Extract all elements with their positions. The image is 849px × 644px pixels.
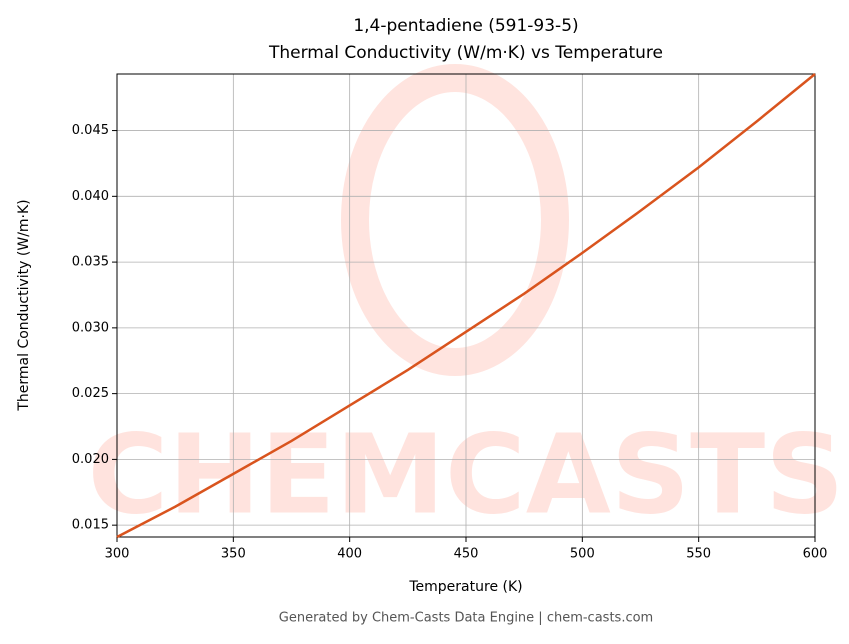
- x-axis-label: Temperature (K): [408, 579, 522, 595]
- y-axis-label: Thermal Conductivity (W/m·K): [16, 199, 32, 411]
- x-tick-label: 450: [454, 547, 479, 562]
- y-tick-label: 0.040: [72, 189, 109, 204]
- x-tick-label: 350: [221, 547, 246, 562]
- x-tick-label: 550: [686, 547, 711, 562]
- y-tick-label: 0.045: [72, 123, 109, 138]
- x-tick-label: 400: [337, 547, 362, 562]
- y-tick-label: 0.020: [72, 452, 109, 467]
- x-tick-label: 300: [105, 547, 130, 562]
- y-tick-label: 0.030: [72, 320, 109, 335]
- chart-subtitle: Thermal Conductivity (W/m·K) vs Temperat…: [268, 43, 663, 63]
- chart-title: 1,4-pentadiene (591-93-5): [353, 16, 578, 36]
- y-tick-label: 0.015: [72, 518, 109, 533]
- y-tick-label: 0.035: [72, 255, 109, 270]
- x-tick-label: 500: [570, 547, 595, 562]
- watermark-logo: [341, 64, 569, 376]
- x-tick-label: 600: [803, 547, 828, 562]
- plot-frame: [116, 73, 816, 538]
- data-line: [116, 73, 816, 539]
- y-tick-label: 0.025: [72, 386, 109, 401]
- footer: Generated by Chem-Casts Data Engine | ch…: [279, 611, 653, 626]
